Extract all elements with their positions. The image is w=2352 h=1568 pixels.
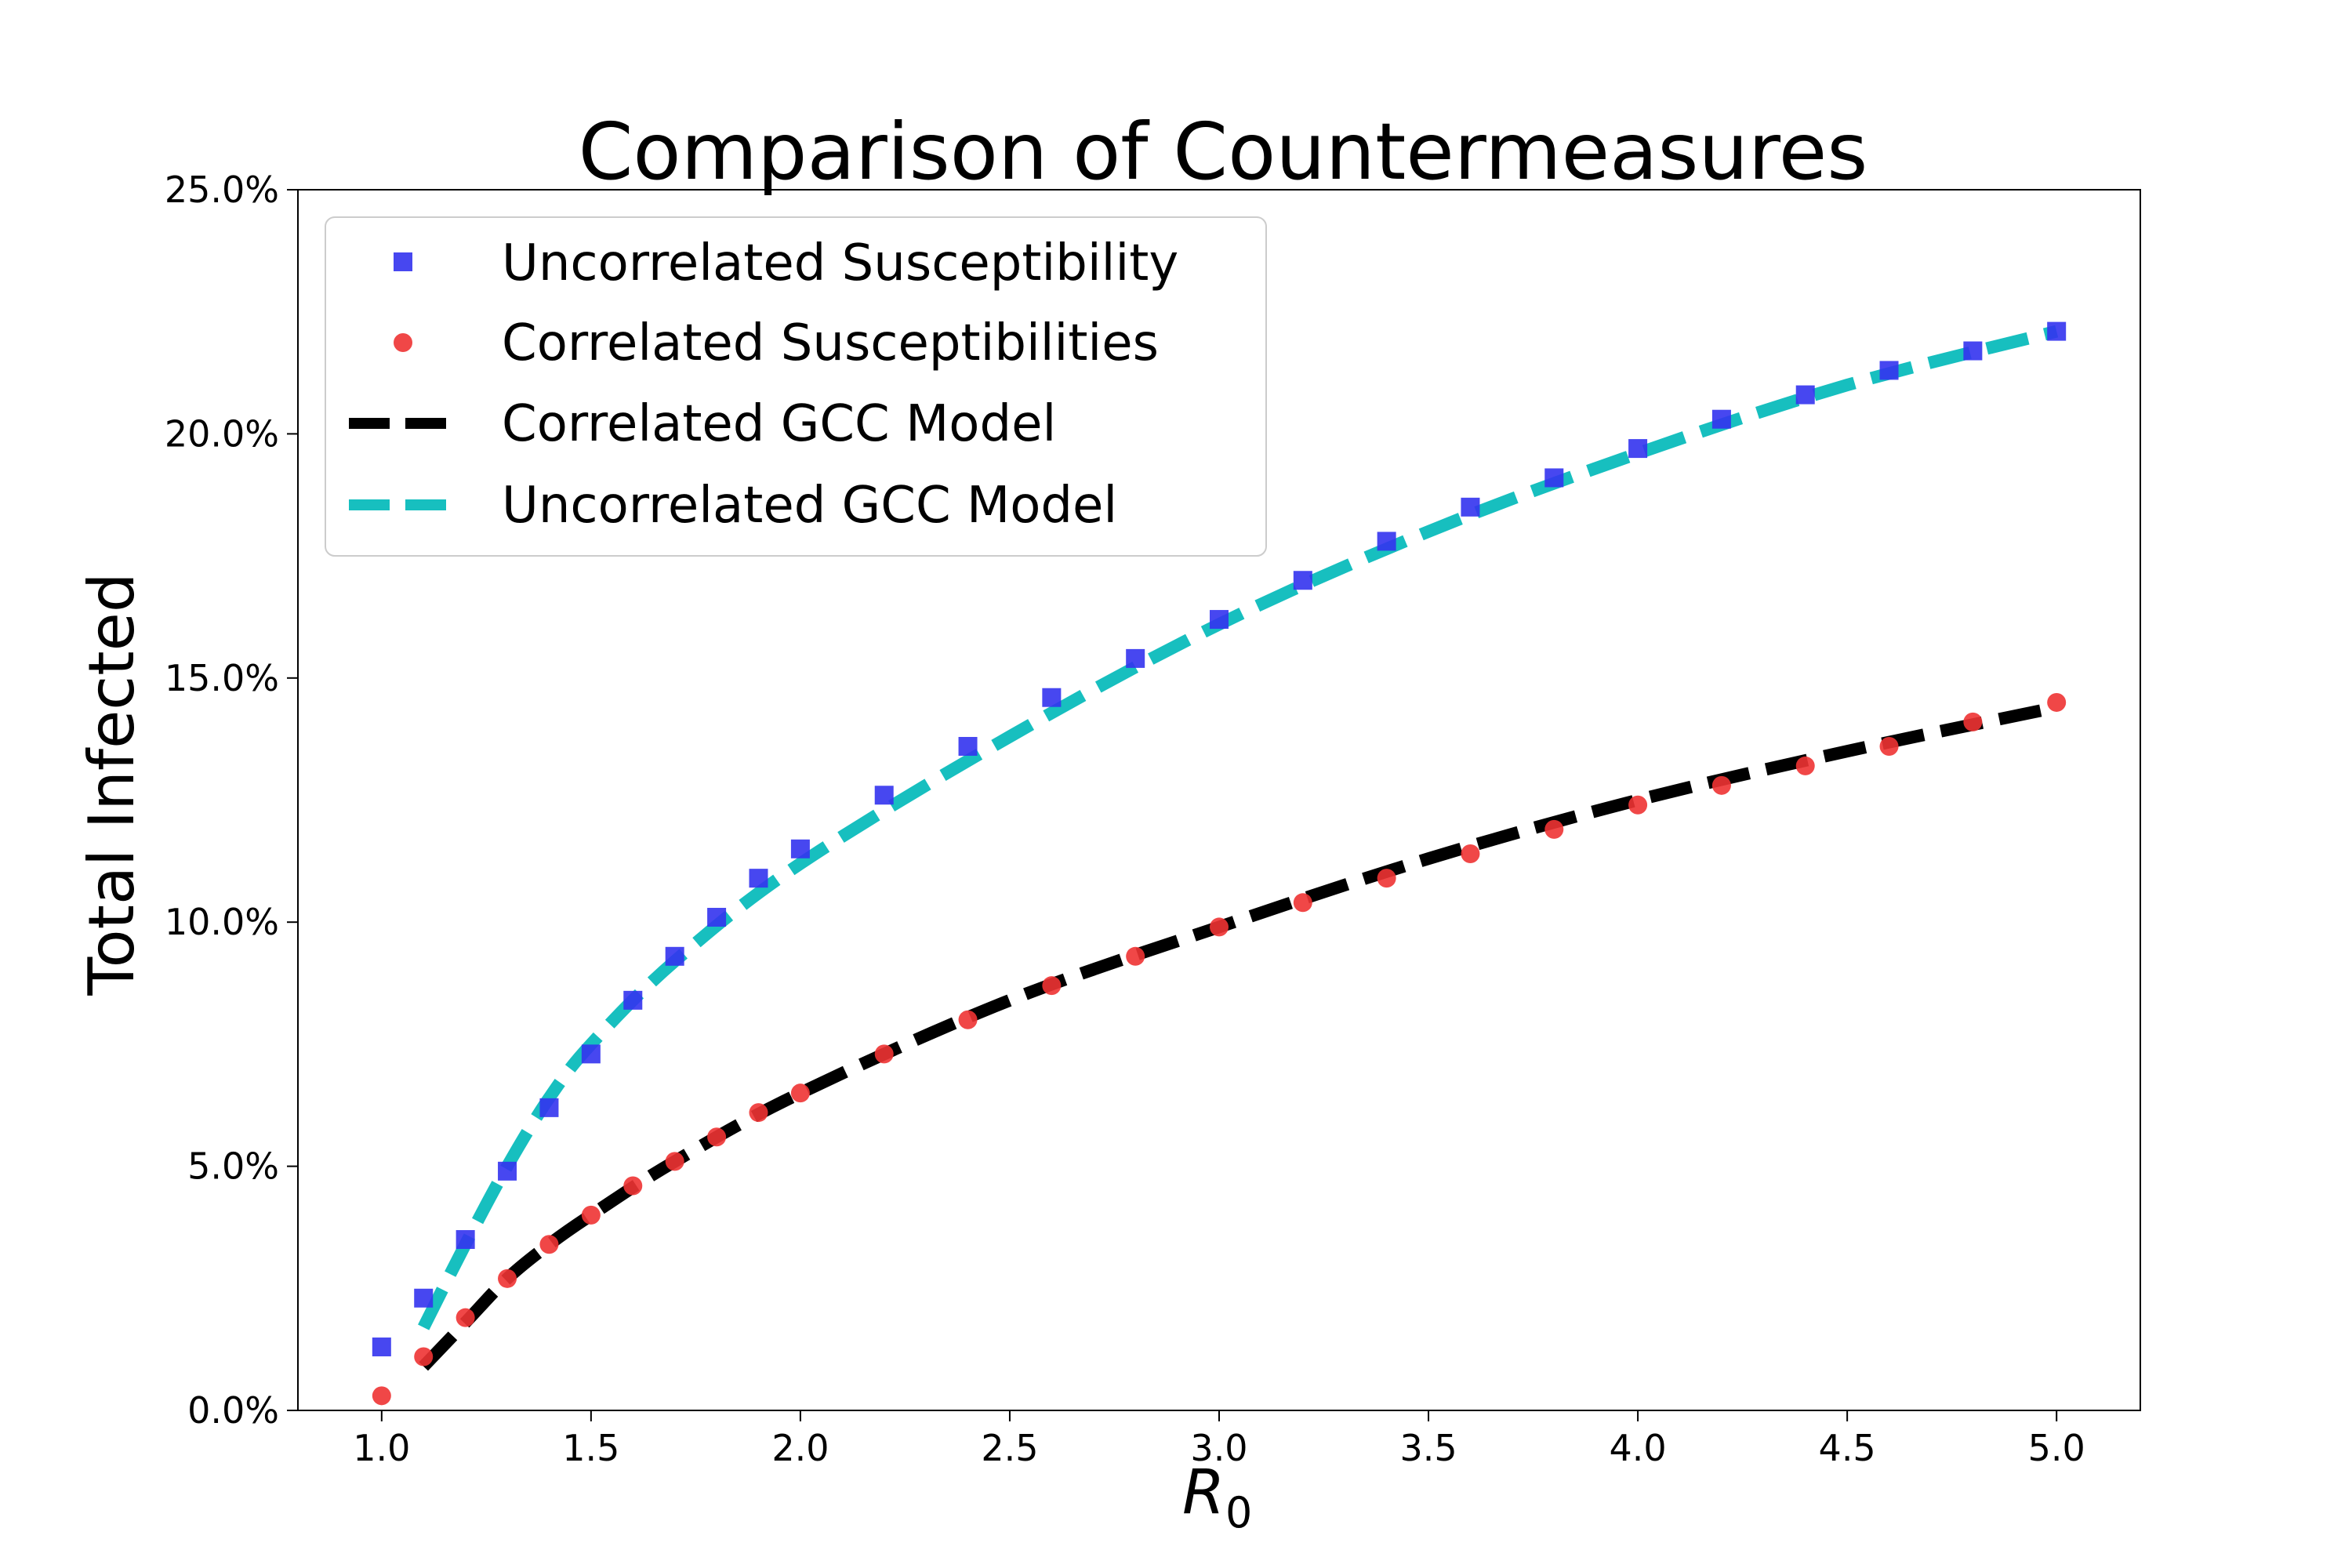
plot-data-layer bbox=[372, 321, 2067, 1406]
legend-label-uncorrelated-gcc-model: Uncorrelated GCC Model bbox=[502, 477, 1117, 535]
data-point-uncorrelated-susceptibility bbox=[1377, 532, 1396, 551]
legend-marker-square bbox=[394, 252, 412, 271]
x-tick-label: 1.0 bbox=[353, 1427, 410, 1469]
data-point-correlated-susceptibilities bbox=[498, 1269, 517, 1288]
data-point-uncorrelated-susceptibility bbox=[1461, 497, 1480, 517]
data-point-correlated-susceptibilities bbox=[707, 1127, 727, 1147]
series-line-correlated-gcc-model bbox=[419, 701, 2058, 1371]
series-line-uncorrelated-gcc-model bbox=[418, 325, 2059, 1330]
y-tick-label: 10.0% bbox=[165, 901, 279, 943]
y-tick-label: 25.0% bbox=[165, 169, 279, 211]
legend-item-uncorrelated-susceptibility: Uncorrelated Susceptibility bbox=[394, 234, 1178, 292]
legend-label-correlated-gcc-model: Correlated GCC Model bbox=[502, 395, 1056, 453]
x-tick-label: 5.0 bbox=[2028, 1427, 2085, 1469]
legend-label-correlated-susceptibilities: Correlated Susceptibilities bbox=[502, 314, 1159, 372]
data-point-uncorrelated-susceptibility bbox=[958, 736, 978, 756]
data-point-correlated-susceptibilities bbox=[623, 1176, 643, 1196]
data-point-correlated-susceptibilities bbox=[749, 1103, 768, 1123]
legend-item-correlated-susceptibilities: Correlated Susceptibilities bbox=[394, 314, 1159, 372]
data-point-correlated-susceptibilities bbox=[874, 1044, 894, 1064]
data-point-correlated-susceptibilities bbox=[1461, 844, 1480, 864]
data-point-uncorrelated-susceptibility bbox=[581, 1044, 601, 1064]
data-point-correlated-susceptibilities bbox=[1377, 869, 1396, 888]
data-point-correlated-susceptibilities bbox=[1795, 756, 1815, 775]
data-point-uncorrelated-susceptibility bbox=[414, 1288, 434, 1308]
y-axis-label: Total Infected bbox=[75, 572, 148, 996]
data-point-uncorrelated-susceptibility bbox=[372, 1338, 391, 1357]
legend-item-uncorrelated-gcc-model: Uncorrelated GCC Model bbox=[349, 477, 1117, 535]
data-point-uncorrelated-susceptibility bbox=[1711, 409, 1731, 429]
data-point-correlated-susceptibilities bbox=[539, 1235, 559, 1254]
data-point-correlated-susceptibilities bbox=[790, 1083, 810, 1103]
data-point-correlated-susceptibilities bbox=[2047, 692, 2067, 712]
data-point-uncorrelated-susceptibility bbox=[749, 869, 768, 888]
y-tick-label: 20.0% bbox=[165, 412, 279, 455]
data-point-uncorrelated-susceptibility bbox=[456, 1230, 475, 1250]
data-point-correlated-susceptibilities bbox=[1544, 819, 1564, 839]
data-point-uncorrelated-susceptibility bbox=[1210, 610, 1229, 630]
x-axis: 1.0 1.5 2.0 2.5 3.0 3.5 4.0 4.5 5.0 bbox=[353, 1410, 2085, 1469]
data-point-uncorrelated-susceptibility bbox=[539, 1098, 559, 1117]
data-point-uncorrelated-susceptibility bbox=[665, 946, 684, 966]
data-point-correlated-susceptibilities bbox=[665, 1152, 684, 1171]
x-axis-label-group: R 0 bbox=[1182, 1457, 1252, 1537]
series-lines-layer bbox=[418, 325, 2059, 1371]
data-point-correlated-susceptibilities bbox=[1126, 946, 1145, 966]
data-point-uncorrelated-susceptibility bbox=[623, 990, 643, 1010]
x-tick-label: 1.5 bbox=[562, 1427, 619, 1469]
data-point-uncorrelated-susceptibility bbox=[1879, 361, 1899, 380]
x-tick-label: 3.0 bbox=[1190, 1427, 1247, 1469]
y-axis: 0.0% 5.0% 10.0% 15.0% 20.0% 25.0% bbox=[165, 169, 298, 1432]
data-point-correlated-susceptibilities bbox=[958, 1010, 978, 1029]
legend-item-correlated-gcc-model: Correlated GCC Model bbox=[349, 395, 1056, 453]
data-point-correlated-susceptibilities bbox=[414, 1347, 434, 1367]
data-point-uncorrelated-susceptibility bbox=[1795, 385, 1815, 405]
data-point-correlated-susceptibilities bbox=[456, 1308, 475, 1327]
y-tick-label: 0.0% bbox=[187, 1389, 279, 1432]
series-markers-layer bbox=[372, 321, 2067, 1406]
data-point-correlated-susceptibilities bbox=[1711, 775, 1731, 795]
legend-frame bbox=[325, 216, 1267, 557]
data-point-correlated-susceptibilities bbox=[1628, 795, 1648, 815]
legend-marker-circle bbox=[394, 333, 412, 352]
chart-title: Comparison of Countermeasures bbox=[579, 106, 1868, 198]
data-point-correlated-susceptibilities bbox=[1879, 736, 1899, 756]
data-point-uncorrelated-susceptibility bbox=[2047, 321, 2067, 341]
y-tick-label: 5.0% bbox=[187, 1145, 279, 1188]
x-tick-label: 2.0 bbox=[771, 1427, 829, 1469]
x-tick-label: 3.5 bbox=[1399, 1427, 1457, 1469]
x-tick-label: 4.5 bbox=[1819, 1427, 1876, 1469]
data-point-uncorrelated-susceptibility bbox=[498, 1161, 517, 1181]
data-point-uncorrelated-susceptibility bbox=[1293, 571, 1312, 590]
data-point-uncorrelated-susceptibility bbox=[1628, 439, 1648, 459]
data-point-uncorrelated-susceptibility bbox=[1126, 648, 1145, 668]
data-point-correlated-susceptibilities bbox=[1963, 712, 1983, 731]
legend-label-uncorrelated-susceptibility: Uncorrelated Susceptibility bbox=[502, 234, 1178, 292]
x-axis-label-subscript: 0 bbox=[1225, 1488, 1252, 1537]
data-point-correlated-susceptibilities bbox=[1210, 917, 1229, 937]
data-point-uncorrelated-susceptibility bbox=[707, 907, 727, 927]
data-point-uncorrelated-susceptibility bbox=[1042, 688, 1062, 707]
x-axis-label: R bbox=[1182, 1457, 1225, 1528]
data-point-correlated-susceptibilities bbox=[581, 1205, 601, 1225]
data-point-correlated-susceptibilities bbox=[1042, 976, 1062, 996]
data-point-uncorrelated-susceptibility bbox=[1963, 341, 1983, 361]
x-tick-label: 4.0 bbox=[1610, 1427, 1667, 1469]
data-point-correlated-susceptibilities bbox=[1293, 893, 1312, 913]
data-point-uncorrelated-susceptibility bbox=[790, 839, 810, 858]
x-tick-label: 2.5 bbox=[981, 1427, 1038, 1469]
data-point-uncorrelated-susceptibility bbox=[1544, 468, 1564, 488]
data-point-uncorrelated-susceptibility bbox=[874, 786, 894, 805]
legend: Uncorrelated Susceptibility Correlated S… bbox=[325, 216, 1267, 557]
y-tick-label: 15.0% bbox=[165, 657, 279, 699]
data-point-correlated-susceptibilities bbox=[372, 1386, 391, 1406]
